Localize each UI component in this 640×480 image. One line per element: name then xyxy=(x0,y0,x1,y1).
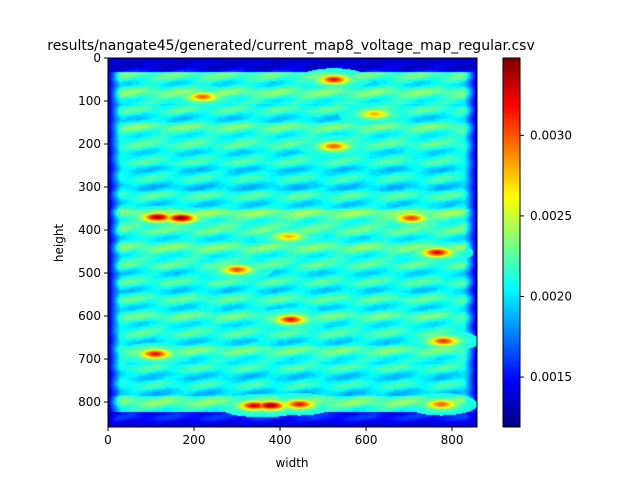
y-axis: 0 100 200 300 400 500 600 700 800 xyxy=(78,51,108,409)
y-tick-label: 200 xyxy=(78,137,101,151)
y-tick-label: 400 xyxy=(78,223,101,237)
colorbar-ticks: 0.0015 0.0020 0.0025 0.0030 xyxy=(520,128,572,384)
y-tick-label: 0 xyxy=(93,51,101,65)
x-axis-label: width xyxy=(275,456,308,470)
y-tick-label: 700 xyxy=(78,352,101,366)
x-axis: 0 200 400 600 800 xyxy=(104,427,464,447)
plot-frame xyxy=(107,57,478,428)
x-tick-label: 0 xyxy=(104,433,112,447)
y-tick-label: 800 xyxy=(78,395,101,409)
x-tick-label: 800 xyxy=(441,433,464,447)
y-tick-label: 100 xyxy=(78,94,101,108)
colorbar-tick-label: 0.0030 xyxy=(530,128,572,142)
y-tick-label: 500 xyxy=(78,266,101,280)
colorbar-gradient xyxy=(503,58,520,427)
colorbar: 0.0015 0.0020 0.0025 0.0030 xyxy=(502,57,572,428)
colorbar-tick-label: 0.0020 xyxy=(530,289,572,303)
chart-title: results/nangate45/generated/current_map8… xyxy=(47,38,534,54)
colorbar-frame xyxy=(502,57,521,428)
x-tick-label: 600 xyxy=(355,433,378,447)
heatmap-plot xyxy=(107,57,478,428)
colorbar-tick-label: 0.0015 xyxy=(530,370,572,384)
y-tick-label: 600 xyxy=(78,309,101,323)
heatmap-image xyxy=(108,58,477,427)
y-tick-label: 300 xyxy=(78,180,101,194)
y-axis-label: height xyxy=(52,224,66,263)
colorbar-tick-label: 0.0025 xyxy=(530,209,572,223)
x-tick-label: 200 xyxy=(183,433,206,447)
x-tick-label: 400 xyxy=(269,433,292,447)
